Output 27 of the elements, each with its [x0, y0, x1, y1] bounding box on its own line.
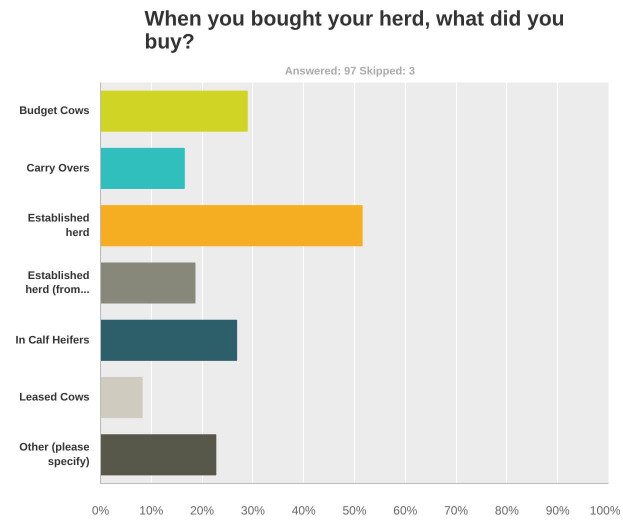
y-tick-label: Leased Cows: [19, 392, 90, 404]
x-tick-label: 100%: [590, 504, 621, 518]
y-tick-label: Carry Overs: [26, 162, 90, 174]
x-tick-label: 20%: [190, 504, 214, 518]
bar: [100, 262, 196, 304]
x-tick-label: 70%: [444, 504, 468, 518]
x-tick-label: 80%: [494, 504, 520, 518]
x-tick-label: 30%: [240, 504, 266, 518]
bar: [100, 320, 238, 361]
bar: [100, 205, 363, 246]
y-tick-label: Established herd: [28, 212, 90, 239]
x-tick-label: 60%: [393, 504, 418, 518]
x-tick-label: 0%: [92, 504, 110, 518]
x-tick-label: 40%: [292, 504, 316, 518]
y-tick-label: In Calf Heifers: [16, 334, 90, 346]
bar: [100, 377, 143, 418]
y-tick-label: Budget Cows: [19, 105, 90, 118]
chart-subtitle: Answered: 97 Skipped: 3: [284, 66, 416, 78]
x-tick-label: 90%: [546, 504, 570, 518]
bar: [100, 90, 248, 132]
chart-title: When you bought your herd, what did you buy?: [144, 8, 564, 54]
bar: [100, 148, 185, 189]
bar: [100, 434, 216, 476]
y-tick-label: Established herd (from...: [25, 270, 90, 296]
y-tick-label: Other (please specify): [19, 442, 90, 468]
x-tick-label: 50%: [342, 504, 367, 518]
x-tick-label: 10%: [139, 504, 164, 518]
